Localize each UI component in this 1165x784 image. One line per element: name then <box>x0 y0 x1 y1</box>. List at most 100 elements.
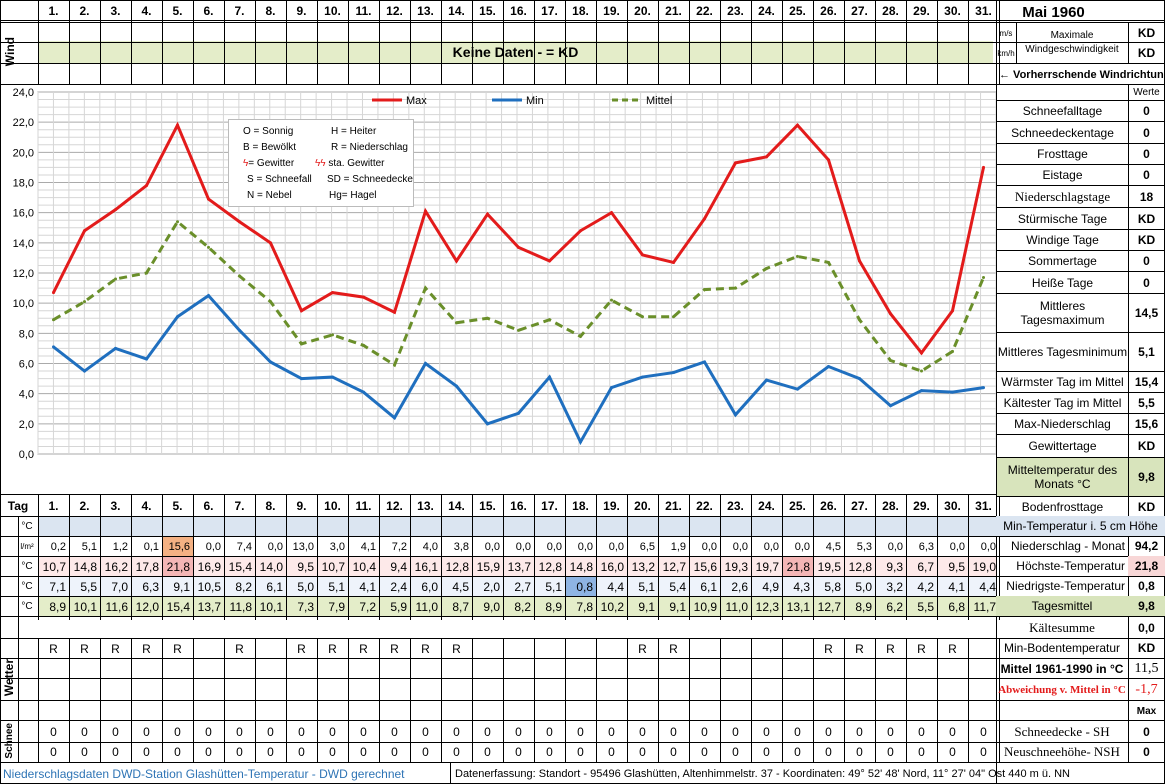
wetter-code <box>193 640 224 658</box>
stat-label: Max-Niederschlag <box>1014 417 1111 431</box>
data-point-min <box>858 377 861 381</box>
neuschnee-cell: 0 <box>81 745 88 759</box>
grid-vline <box>999 0 1000 84</box>
day-header-top: 14. <box>448 4 465 18</box>
schneedecke-cell: 0 <box>174 725 181 739</box>
max-cell: 15,4 <box>228 559 252 574</box>
day-header-top: 11. <box>355 4 372 18</box>
day-header-top: 6. <box>203 4 214 18</box>
neuschnee-cell: 0 <box>794 745 801 759</box>
grid-vline <box>410 0 411 84</box>
day-header-tag: 15. <box>479 499 496 513</box>
y-tick-label: 14,0 <box>13 238 34 250</box>
day-header-top: 4. <box>141 4 152 18</box>
footer-location: Datenerfassung: Standort - 95496 Glashüt… <box>455 768 1070 780</box>
wetter-code <box>720 640 751 658</box>
max-cell: 19,7 <box>755 559 779 574</box>
mittel-cell: 8,2 <box>503 597 534 616</box>
day-header-tag: 18. <box>572 499 589 513</box>
day-header-tag: 20. <box>634 499 651 513</box>
mittel-cell: 12,3 <box>751 597 782 616</box>
day-header-tag: 29. <box>913 499 930 513</box>
grid-vline <box>596 638 597 762</box>
data-point-mittel <box>982 276 985 280</box>
data-point-min <box>393 416 396 420</box>
data-point-max <box>424 209 427 213</box>
day-header-top: 15. <box>479 4 496 18</box>
legend-code-gewitter: ϟ = Gewitter <box>243 158 295 169</box>
schneedecke-cell: 0 <box>360 725 367 739</box>
data-point-max <box>765 155 768 159</box>
nieder-cell: 0,0 <box>701 540 717 553</box>
day-header-tag: 28. <box>882 499 899 513</box>
schneedecke-cell: 0 <box>422 725 429 739</box>
data-point-max <box>610 211 613 215</box>
neuschnee-cell: 0 <box>918 745 925 759</box>
mittel-cell: 11,0 <box>410 597 441 616</box>
data-point-min <box>83 369 86 373</box>
grid-hline <box>0 556 1165 557</box>
mittel-cell: 8,9 <box>38 597 69 616</box>
day-header-tag: 8. <box>265 499 276 513</box>
max-temp-label: Höchste-Temperatur <box>1016 559 1125 573</box>
y-tick-label: 8,0 <box>19 328 34 340</box>
max-cell: 14,8 <box>569 559 593 574</box>
grid-hline <box>0 84 1165 85</box>
grid-vline <box>100 0 101 84</box>
wind-unit-kmh: km/h <box>997 48 1015 58</box>
stat-value: 14,5 <box>1134 306 1159 320</box>
data-point-min <box>982 386 985 390</box>
mittel-1961-value: 11,5 <box>1134 661 1159 676</box>
max-cell: 19,3 <box>724 559 748 574</box>
grid-vline <box>1128 84 1129 516</box>
min-cell: 0,8 <box>565 577 596 596</box>
data-point-mittel <box>889 358 892 362</box>
data-point-mittel <box>145 271 148 275</box>
max-cell: 19,0 <box>972 559 996 574</box>
wetter-code <box>472 640 503 658</box>
grid-vline <box>193 638 194 762</box>
stat-label: Kältester Tag im Mittel <box>1003 396 1122 410</box>
data-point-mittel <box>176 220 179 224</box>
day-header-top: 25. <box>789 4 806 18</box>
day-header-top: 10. <box>324 4 341 18</box>
mittel-cell: 7,9 <box>317 597 348 616</box>
nieder-cell: 0,0 <box>732 540 748 553</box>
mittel-cell: 8,9 <box>844 597 875 616</box>
stat-label: Wärmster Tag im Mittel <box>1001 375 1124 389</box>
wetter-code: R <box>235 642 244 656</box>
nieder-cell: 7,2 <box>391 540 407 553</box>
max-cell: 9,3 <box>886 559 903 574</box>
day-header-tag: 10. <box>324 499 341 513</box>
nieder-cell: 3,0 <box>329 540 345 553</box>
grid-vline <box>596 494 597 620</box>
grid-vline <box>875 0 876 84</box>
grid-hline <box>0 762 1165 763</box>
data-point-mittel <box>579 334 582 338</box>
grid-vline <box>255 0 256 84</box>
grid-vline <box>999 494 1000 620</box>
min-cell: 5,1 <box>545 579 562 594</box>
nieder-cell: 4,1 <box>360 540 376 553</box>
min5-label: Min-Temperatur i. 5 cm Höhe <box>996 516 1165 536</box>
min-cell: 2,7 <box>514 579 531 594</box>
mittel-1961-label: Mittel 1961-1990 in °C <box>1000 662 1124 676</box>
grid-hline <box>0 576 1165 577</box>
y-tick-label: 0,0 <box>19 449 34 461</box>
day-header-tag: 25. <box>789 499 806 513</box>
mittel-cell: 13,1 <box>782 597 813 616</box>
legend-code-schneefall: S = Schneefall <box>247 174 312 185</box>
kaeltesumme-label: Kältesumme <box>1029 620 1095 635</box>
stat-value: KD <box>1137 500 1156 514</box>
day-header-top: 26. <box>820 4 837 18</box>
stat-label: Sommertage <box>1028 254 1097 268</box>
data-point-mittel <box>114 277 117 281</box>
neuschnee-cell: 0 <box>422 745 429 759</box>
data-point-mittel <box>300 342 303 346</box>
mittel-cell: 8,7 <box>441 597 472 616</box>
y-tick-label: 6,0 <box>19 359 34 371</box>
grid-vline <box>813 494 814 620</box>
min-cell: 5,8 <box>824 579 841 594</box>
neuschnee-cell: 0 <box>484 745 491 759</box>
stat-label: Niederschlagstage <box>1014 188 1111 204</box>
